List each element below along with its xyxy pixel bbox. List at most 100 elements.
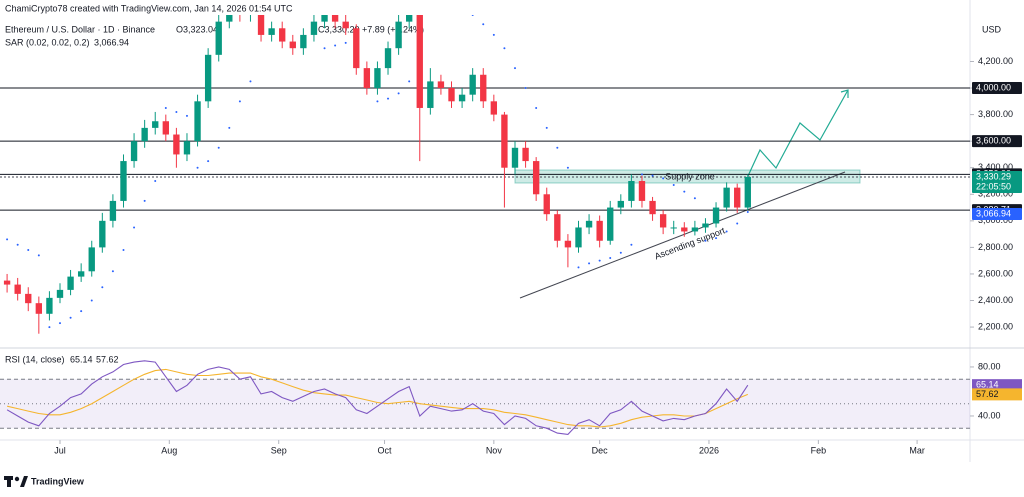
- candle-body: [427, 81, 434, 108]
- rsi-legend-value: 65.14: [70, 354, 93, 364]
- sar-dot: [503, 47, 506, 50]
- sar-dot: [471, 15, 474, 16]
- sar-label: 3,066.94: [976, 208, 1011, 218]
- candle-body: [56, 289, 64, 298]
- candle-body: [353, 28, 360, 69]
- y-tick-label: 2,400.00: [978, 295, 1013, 305]
- sar-dot: [344, 41, 347, 44]
- sar-dot: [37, 254, 40, 257]
- sar-dot: [683, 190, 686, 193]
- sar-dot: [164, 106, 167, 109]
- brand: TradingView: [31, 476, 85, 486]
- x-tick-label: Jul: [54, 445, 66, 455]
- sar-dot: [566, 166, 569, 169]
- rsi-line: [6, 360, 749, 435]
- sar-dot: [524, 87, 527, 90]
- sar-dot: [619, 251, 622, 254]
- sar-dot: [48, 326, 51, 329]
- x-tick-label: Feb: [811, 445, 827, 455]
- rsi-ma-value-bg: [972, 388, 1022, 401]
- candle-body: [35, 303, 43, 314]
- main-pane: [3, 15, 751, 334]
- candle-body: [67, 276, 74, 290]
- sar-dot: [715, 237, 718, 240]
- sar-dot: [376, 100, 379, 103]
- rsi-value-label: 65.14: [976, 380, 999, 390]
- sar-dot: [387, 97, 390, 100]
- candle-body: [532, 161, 540, 195]
- rsi-legend: RSI (14, close): [5, 354, 65, 364]
- candle-body: [691, 227, 699, 232]
- sar-dot: [6, 238, 9, 241]
- x-tick-label: Dec: [592, 445, 609, 455]
- candle-body: [437, 81, 445, 89]
- candle-body: [628, 180, 635, 201]
- candle-body: [130, 141, 138, 162]
- annotation: Supply zone: [665, 171, 715, 181]
- x-tick-label: Aug: [161, 445, 177, 455]
- sar-dot: [577, 266, 580, 269]
- sar-dot: [693, 197, 696, 200]
- sar-dot: [323, 47, 326, 50]
- y-tick-label: 3,200.00: [978, 189, 1013, 199]
- candle-body: [448, 88, 455, 102]
- candle-body: [215, 21, 222, 55]
- sar-dot: [513, 67, 516, 70]
- candle-body: [490, 101, 498, 115]
- sar-dot: [746, 210, 749, 213]
- candle-body: [99, 220, 106, 248]
- sar-dot: [207, 160, 210, 163]
- candle-body: [681, 227, 688, 232]
- sar-dot: [736, 222, 739, 225]
- sar-dot: [228, 126, 231, 129]
- sar-legend: SAR (0.02, 0.02, 0.2): [5, 37, 90, 47]
- candle-body: [554, 214, 561, 241]
- sar-dot: [69, 316, 72, 319]
- candle-body: [585, 220, 593, 228]
- rsi-y-tick-label: 40.00: [978, 410, 1001, 420]
- candle-body: [25, 293, 32, 304]
- candle-body: [162, 121, 169, 135]
- candle-body: [416, 15, 423, 108]
- rsi-value-bg: [972, 379, 1022, 392]
- candle-body: [617, 200, 624, 208]
- level-label: 3,600.00: [976, 136, 1011, 146]
- y-tick-label: 4,200.00: [978, 56, 1013, 66]
- candle-body: [247, 15, 254, 16]
- y-tick-label: 2,800.00: [978, 242, 1013, 252]
- candle-body: [3, 280, 11, 285]
- candle-body: [638, 180, 646, 201]
- sar-dot: [143, 199, 146, 202]
- candle-body: [226, 15, 233, 22]
- x-tick-label: Mar: [909, 445, 925, 455]
- candle-body: [511, 147, 519, 168]
- sar-dot: [185, 114, 188, 117]
- candle-body: [279, 28, 286, 42]
- currency: USD: [982, 24, 1002, 34]
- sar-dot: [651, 174, 654, 177]
- candle-body: [522, 147, 529, 162]
- candle-body: [458, 94, 466, 102]
- sar-dot: [588, 262, 591, 265]
- candle-body: [310, 21, 318, 35]
- candle-body: [702, 223, 709, 228]
- y-tick-label: 2,600.00: [978, 268, 1013, 278]
- candle-body: [501, 114, 508, 168]
- sar-legend-value: 3,066.94: [94, 37, 129, 47]
- candle-body: [120, 161, 127, 201]
- projection-path: [747, 89, 849, 177]
- sar-dot: [672, 183, 675, 186]
- sar-dot: [662, 177, 665, 180]
- rsi-ma-legend-value: 57.62: [96, 354, 119, 364]
- sar-dot: [133, 226, 136, 229]
- candle-body: [384, 48, 392, 69]
- sar-dot: [482, 23, 485, 26]
- sar-dot: [154, 179, 157, 182]
- candle-body: [204, 54, 212, 102]
- sar-dot: [609, 257, 612, 260]
- candle-body: [659, 214, 667, 228]
- candle-body: [14, 284, 21, 294]
- projection-arrow: [840, 89, 849, 98]
